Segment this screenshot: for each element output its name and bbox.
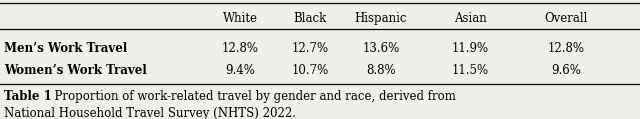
Text: 12.8%: 12.8% (221, 42, 259, 55)
Text: 12.8%: 12.8% (548, 42, 585, 55)
Text: Table 1: Table 1 (4, 90, 52, 103)
Text: Black: Black (294, 12, 327, 25)
Text: 8.8%: 8.8% (366, 64, 396, 77)
Text: Hispanic: Hispanic (355, 12, 407, 25)
Text: Overall: Overall (545, 12, 588, 25)
Text: 10.7%: 10.7% (292, 64, 329, 77)
Text: 9.6%: 9.6% (552, 64, 581, 77)
Text: 9.4%: 9.4% (225, 64, 255, 77)
Text: Men’s Work Travel: Men’s Work Travel (4, 42, 128, 55)
Text: Asian: Asian (454, 12, 487, 25)
Text: Women’s Work Travel: Women’s Work Travel (4, 64, 147, 77)
Text: 12.7%: 12.7% (292, 42, 329, 55)
Text: 13.6%: 13.6% (362, 42, 399, 55)
Text: 11.5%: 11.5% (452, 64, 489, 77)
Text: National Household Travel Survey (NHTS) 2022.: National Household Travel Survey (NHTS) … (4, 107, 296, 119)
Text: White: White (223, 12, 257, 25)
Text: Proportion of work-related travel by gender and race, derived from: Proportion of work-related travel by gen… (47, 90, 456, 103)
Text: 11.9%: 11.9% (452, 42, 489, 55)
